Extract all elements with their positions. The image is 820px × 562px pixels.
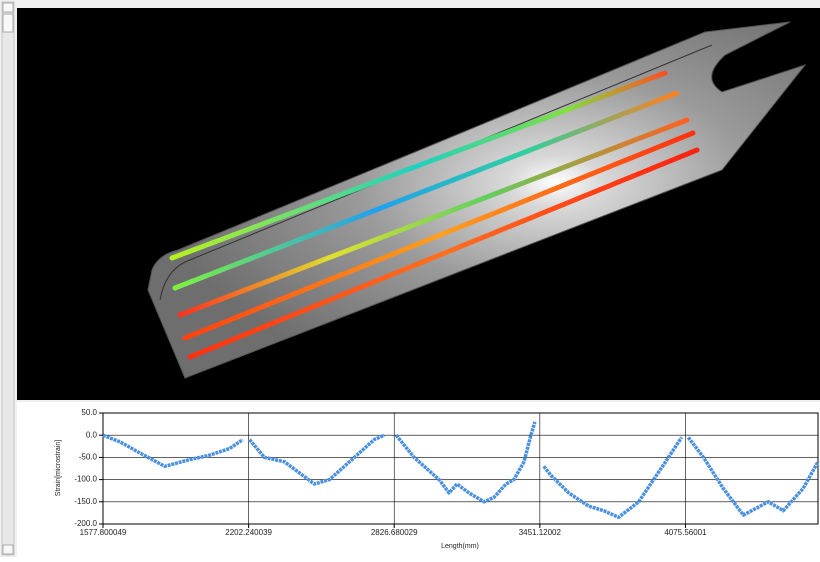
- chart: 50.0 0.0 -50.0 -100.0 -150.0 -200.01577.80004…: [74, 408, 818, 537]
- y-tick-label: 0.0: [86, 430, 98, 439]
- x-axis-label: Length(mm): [441, 543, 479, 550]
- app-window: 50.0 0.0 -50.0 -100.0 -150.0 -200.01577.80004…: [0, 0, 820, 557]
- y-axis-label: Strain[microstrain]: [55, 440, 62, 496]
- x-tick-label: 2202.240039: [225, 528, 272, 537]
- scroll-thumb[interactable]: [3, 14, 13, 32]
- x-tick-label: 4075.56001: [664, 528, 707, 537]
- x-tick-label: 3451.12002: [519, 528, 562, 537]
- scroll-down[interactable]: [3, 545, 13, 554]
- x-tick-label: 2826.680029: [371, 528, 418, 537]
- x-tick-label: 1577.800049: [80, 528, 127, 537]
- 3d-view: [17, 8, 820, 400]
- y-tick-label: -200.0: [74, 519, 97, 528]
- y-tick-label: -100.0: [74, 475, 97, 484]
- y-tick-label: -50.0: [79, 453, 98, 462]
- scrollbar[interactable]: [2, 2, 14, 555]
- y-tick-label: -150.0: [74, 497, 97, 506]
- y-tick-label: 50.0: [81, 408, 97, 417]
- scroll-up[interactable]: [3, 3, 13, 12]
